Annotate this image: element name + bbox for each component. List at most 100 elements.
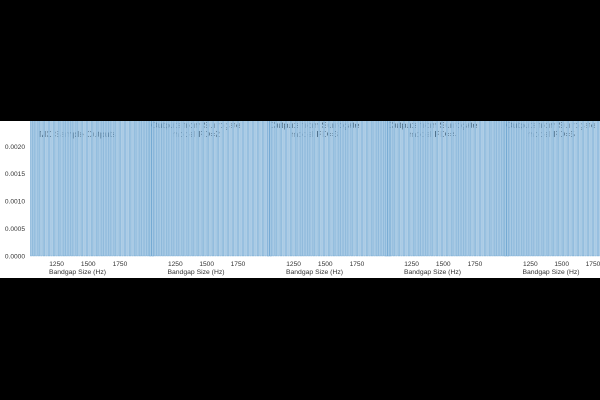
bar bbox=[524, 121, 527, 257]
bar bbox=[164, 121, 167, 257]
bar bbox=[371, 121, 374, 257]
x-axis-label: Bandgap Size (Hz) bbox=[404, 269, 461, 276]
bar bbox=[373, 121, 376, 257]
bar bbox=[241, 121, 245, 257]
x-tick-label: 1250 bbox=[49, 261, 64, 268]
bar bbox=[58, 121, 61, 257]
x-tick-label: 1500 bbox=[199, 261, 214, 268]
bar bbox=[468, 121, 471, 257]
bar bbox=[390, 121, 393, 257]
bar bbox=[310, 121, 313, 257]
bar bbox=[73, 121, 76, 257]
bar bbox=[206, 121, 209, 257]
bar bbox=[418, 121, 421, 257]
x-tick-label: 1500 bbox=[81, 261, 96, 268]
bar bbox=[312, 121, 315, 257]
bar bbox=[338, 121, 341, 257]
bar bbox=[402, 121, 406, 257]
bar bbox=[229, 121, 232, 257]
bar bbox=[445, 121, 449, 257]
bar bbox=[154, 121, 157, 257]
bar bbox=[279, 121, 283, 257]
bar bbox=[501, 121, 504, 257]
bar bbox=[246, 121, 250, 257]
bar bbox=[45, 121, 48, 257]
bar bbox=[272, 121, 275, 257]
bar bbox=[574, 121, 577, 257]
bar bbox=[171, 121, 174, 257]
bar bbox=[504, 121, 507, 257]
bar bbox=[430, 121, 433, 257]
bar bbox=[448, 121, 451, 257]
bar bbox=[216, 121, 220, 257]
bar bbox=[539, 121, 542, 257]
x-tick-label: 1750 bbox=[586, 261, 600, 268]
bar bbox=[365, 121, 369, 257]
bar bbox=[541, 121, 544, 257]
bar bbox=[35, 121, 38, 257]
bar bbox=[101, 121, 104, 257]
bar bbox=[478, 121, 482, 257]
bar bbox=[211, 121, 214, 257]
bar bbox=[141, 121, 144, 257]
bar bbox=[376, 121, 379, 257]
bar bbox=[249, 121, 252, 257]
y-tick-label: 0.0020 bbox=[5, 144, 26, 151]
bar bbox=[156, 121, 159, 257]
bar bbox=[98, 121, 101, 257]
bar bbox=[335, 121, 338, 257]
bar bbox=[60, 121, 63, 257]
bar bbox=[103, 121, 106, 257]
bar bbox=[214, 121, 217, 257]
bar bbox=[231, 121, 235, 257]
bar bbox=[566, 121, 569, 257]
x-tick-label: 1500 bbox=[318, 261, 333, 268]
bar bbox=[284, 121, 288, 257]
bar bbox=[274, 121, 277, 257]
bar bbox=[295, 121, 298, 257]
bar bbox=[194, 121, 197, 257]
bar bbox=[320, 121, 323, 257]
x-tick-label: 1250 bbox=[404, 261, 419, 268]
bar bbox=[438, 121, 441, 257]
bar bbox=[184, 121, 187, 257]
bar bbox=[88, 121, 91, 257]
bar bbox=[144, 121, 147, 257]
bar bbox=[423, 121, 426, 257]
bar bbox=[134, 121, 137, 257]
y-tick-label: 0.0000 bbox=[5, 253, 26, 260]
bar bbox=[75, 121, 78, 257]
bar bbox=[534, 121, 537, 257]
bar bbox=[405, 121, 408, 257]
x-axis-label: Bandgap Size (Hz) bbox=[167, 269, 224, 276]
bar bbox=[397, 121, 401, 257]
bar bbox=[428, 121, 431, 257]
bar bbox=[471, 121, 474, 257]
bar bbox=[569, 121, 572, 257]
bar bbox=[289, 121, 293, 257]
bar bbox=[407, 121, 411, 257]
bar bbox=[589, 121, 592, 257]
bar bbox=[521, 121, 524, 257]
bar bbox=[292, 121, 295, 257]
bar bbox=[131, 121, 134, 257]
bar bbox=[300, 121, 303, 257]
bar bbox=[381, 121, 384, 257]
y-tick-label: 0.0005 bbox=[5, 226, 26, 233]
bar bbox=[554, 121, 557, 257]
bar bbox=[226, 121, 230, 257]
bar bbox=[410, 121, 413, 257]
bar bbox=[345, 121, 348, 257]
bar bbox=[267, 121, 270, 257]
bar bbox=[360, 121, 364, 257]
bar bbox=[463, 121, 466, 257]
bar bbox=[83, 121, 86, 257]
bar bbox=[221, 121, 225, 257]
bar bbox=[491, 121, 494, 257]
bar bbox=[420, 121, 423, 257]
bar bbox=[169, 121, 172, 257]
bar bbox=[529, 121, 532, 257]
bar bbox=[579, 121, 582, 257]
